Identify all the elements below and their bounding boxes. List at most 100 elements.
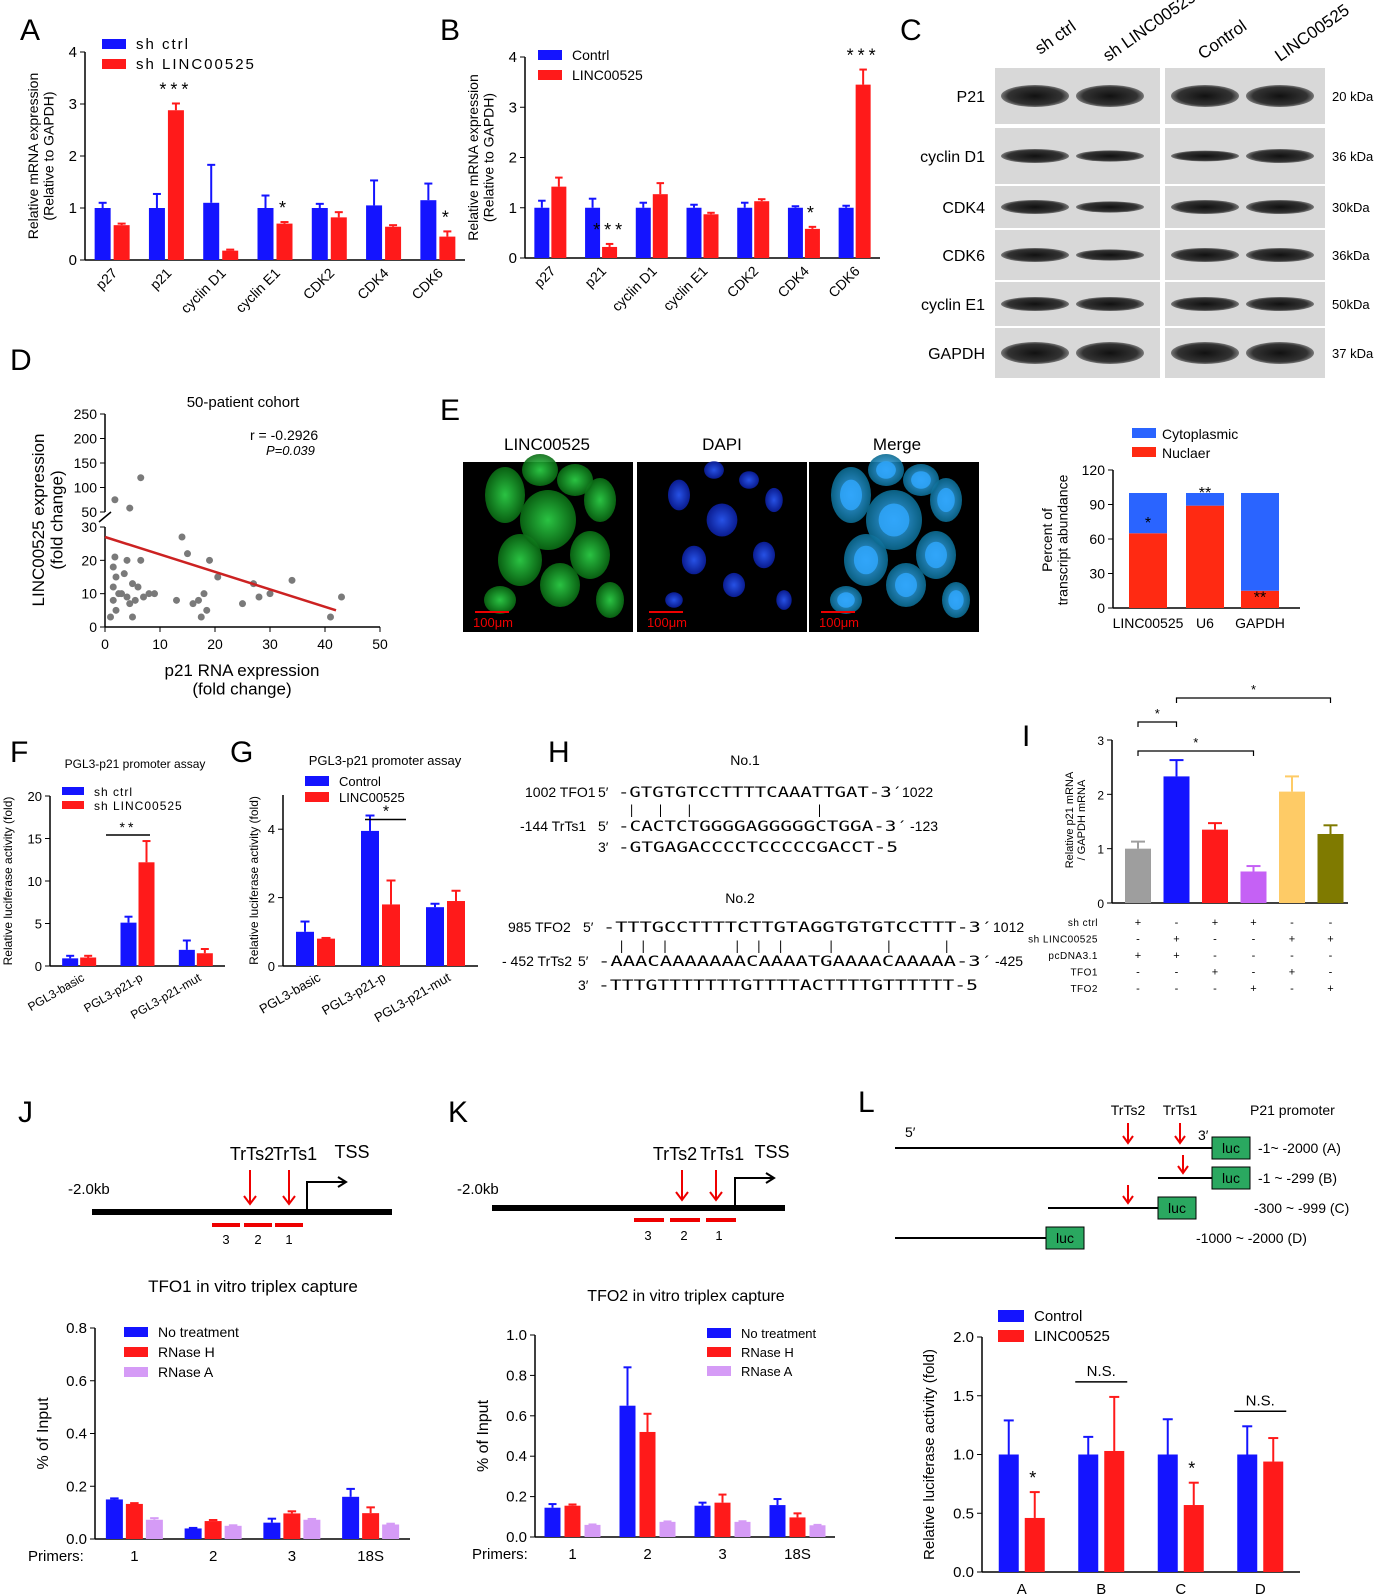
x-tick-label: PGL3-basic <box>257 969 324 1016</box>
primer-label: 2 <box>254 1232 261 1247</box>
data-point <box>129 613 136 621</box>
significance-label: *** <box>593 220 626 240</box>
bar <box>263 1522 281 1539</box>
x-tick-label: 40 <box>317 636 333 652</box>
bar <box>1240 871 1267 903</box>
row-value: - <box>1136 934 1140 946</box>
micro-label: Merge <box>873 435 921 454</box>
micro-label: DAPI <box>702 435 742 454</box>
y-axis-label: Relative luciferase activity (fold) <box>921 1349 938 1560</box>
cell <box>739 471 759 489</box>
luc-label: luc <box>1056 1230 1074 1246</box>
promoter-constructs: P21 promoter TrTs2 TrTs1 5′ 3′ luc luc l… <box>895 1102 1349 1250</box>
row-value: - <box>1252 967 1256 979</box>
significance-label: *** <box>847 46 880 66</box>
bar <box>564 1505 581 1537</box>
blot-band <box>1171 248 1239 262</box>
blot-band <box>1076 249 1144 261</box>
data-point <box>137 556 145 564</box>
chart-g: 0 2 4 Relative luciferase activity (fold) PG… <box>247 753 478 1025</box>
panel-letter: H <box>548 736 570 769</box>
y-tick-label: 0 <box>69 252 77 269</box>
y-tick-label: 10 <box>81 586 97 602</box>
seq-label: 985 TFO2 <box>508 919 571 935</box>
bar <box>838 207 854 258</box>
row-value: - <box>1213 934 1217 946</box>
significance-label: * <box>1251 682 1256 697</box>
blot-band <box>1076 150 1144 162</box>
legend-swatch <box>1132 447 1156 457</box>
data-point <box>109 563 117 571</box>
row-value: - <box>1213 950 1217 962</box>
legend-label: RNase A <box>158 1364 214 1380</box>
x-tick-label: D <box>1255 1581 1266 1595</box>
schematic-trts1: TrTs1 <box>700 1144 744 1164</box>
y-axis-label: / GAPDH mRNA <box>1076 779 1088 860</box>
bar <box>1129 493 1167 534</box>
y-tick-label: 1 <box>1097 843 1104 857</box>
chart-title: TFO2 in vitro triplex capture <box>587 1288 785 1305</box>
bar <box>551 186 567 258</box>
primer-label: 2 <box>680 1228 687 1243</box>
data-point <box>123 593 131 601</box>
cell <box>570 531 610 579</box>
promoter-three: 3′ <box>1198 1127 1209 1143</box>
legend-swatch <box>62 801 84 809</box>
y-axis-label: (Relative to GAPDH) <box>480 93 496 222</box>
bar <box>619 1405 636 1537</box>
seq-prime: 5′ <box>598 818 609 834</box>
bar <box>1317 833 1344 903</box>
blot-kda-label: 30kDa <box>1332 200 1370 215</box>
y-axis-label: Relative luciferase activity (fold) <box>247 796 261 965</box>
data-point <box>129 580 136 588</box>
cell <box>753 541 775 569</box>
x-tick-label: p27 <box>92 265 120 293</box>
bar <box>317 938 335 966</box>
cell <box>520 490 576 550</box>
chart-j: 0.0 0.2 0.4 0.6 0.8 % of Input TFO1 in vitro t… <box>28 1277 410 1565</box>
significance-label: ** <box>1199 485 1211 502</box>
x-tick-label: cyclin D1 <box>177 265 229 317</box>
y-axis-label: Relative p21 mRNA <box>1064 771 1076 868</box>
western-blot: sh ctrl sh LINC00525 Control LINC00525 P… <box>920 0 1374 378</box>
bar <box>703 214 719 258</box>
blot-band <box>1076 297 1144 311</box>
data-point <box>118 590 125 598</box>
y-tick-label: 0.4 <box>506 1448 527 1465</box>
x-tick-label: CDK2 <box>724 263 762 301</box>
seq-text: -TTTGCCTTTTCTTGTAGGTGTGTCCTTT-3′ <box>603 920 993 936</box>
y-tick-label: 50 <box>81 504 97 520</box>
significance-label: * <box>442 207 453 227</box>
data-point <box>111 496 119 504</box>
bar <box>311 208 328 260</box>
x-tick-label: C <box>1175 1581 1186 1595</box>
row-value: + <box>1250 917 1256 929</box>
row-label: pcDNA3.1 <box>1048 951 1098 962</box>
bar <box>105 1499 123 1539</box>
chart-title: PGL3-p21 promoter assay <box>309 753 462 768</box>
promoter-trts2: TrTs2 <box>1111 1102 1146 1118</box>
cell <box>704 461 724 479</box>
x-tick-label: CDK2 <box>300 265 338 303</box>
cell-nucleus <box>878 503 910 537</box>
bar <box>1024 1517 1045 1572</box>
blot-band <box>1171 85 1239 107</box>
bar <box>1241 590 1279 608</box>
row-value: + <box>1135 917 1141 929</box>
y-tick-label: 0.0 <box>953 1564 974 1581</box>
schematic-trts2: TrTs2 <box>230 1144 274 1164</box>
y-tick-label: 0.6 <box>506 1408 527 1425</box>
legend-label: RNase H <box>158 1344 215 1360</box>
schematic-j: -2.0kb TrTs2 TrTs1 TSS 3 2 1 <box>68 1142 392 1247</box>
legend-label: Nuclaer <box>1162 445 1211 461</box>
chart-i: 0 1 2 3 Relative p21 mRNA / GAPDH mRNA * * * sh c… <box>1028 682 1348 995</box>
scale-label: 100μm <box>647 615 687 630</box>
x-tick-label: 3 <box>718 1546 726 1563</box>
seq-text: -CACTCTGGGGAGGGGGCTGGA-3′ <box>618 819 908 835</box>
panel-letter: G <box>230 736 253 769</box>
y-tick-label: 1 <box>509 200 517 217</box>
seq-prime: 5′ <box>598 784 609 800</box>
y-tick-label: 100 <box>74 480 98 496</box>
legend-label: Cytoplasmic <box>1162 426 1238 442</box>
bar <box>138 862 155 966</box>
